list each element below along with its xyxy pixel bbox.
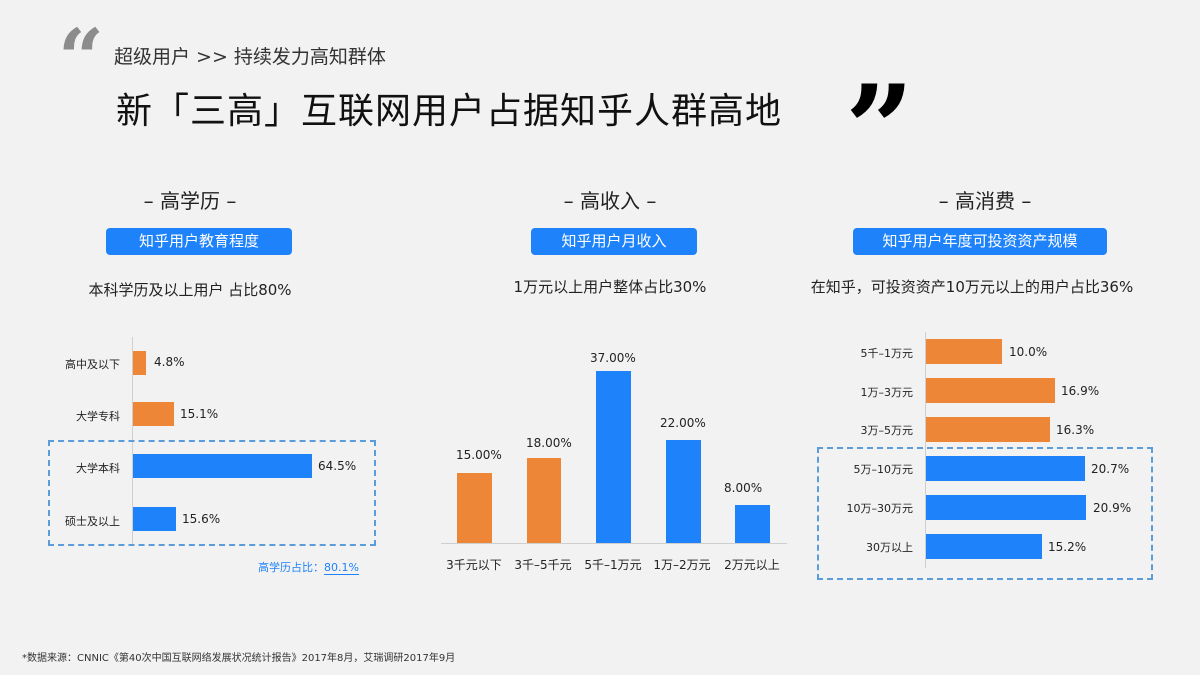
bar <box>133 402 174 426</box>
bar-label: 3万–5万元 <box>860 424 914 437</box>
highlight-box <box>48 440 376 546</box>
bar <box>666 440 701 543</box>
section-subtitle: 本科学历及以上用户 占比80% <box>88 281 292 299</box>
bar-label: 5千–1万元 <box>860 347 914 360</box>
bar-value: 15.00% <box>456 448 502 462</box>
bar-value: 18.00% <box>526 436 572 450</box>
bar <box>133 507 176 531</box>
open-quote-icon: “ <box>58 11 104 105</box>
page-title: 新「三高」互联网用户占据知乎人群高地 <box>116 91 783 132</box>
section-heading: – 高收入 – <box>563 189 657 213</box>
bar-value: 15.6% <box>182 512 221 526</box>
bar <box>735 505 770 543</box>
bar-value: 15.1% <box>180 407 219 421</box>
bar-label: 3千元以下 <box>446 558 502 572</box>
bar <box>926 339 1002 364</box>
bar-value: 4.8% <box>154 355 185 369</box>
bar <box>926 495 1086 520</box>
bar <box>133 454 312 478</box>
bar-value: 15.2% <box>1048 540 1087 554</box>
bar-label: 大学本科 <box>76 462 120 475</box>
bar <box>133 351 146 375</box>
bar-value: 64.5% <box>318 459 357 473</box>
bar-value: 22.00% <box>660 416 706 430</box>
bar-label: 5万–10万元 <box>853 463 914 476</box>
close-quote-icon: ” <box>845 59 914 200</box>
high-education-note: 高学历占比：80.1% <box>258 559 359 575</box>
note-value: 80.1% <box>324 561 359 575</box>
y-axis <box>925 332 926 568</box>
bar <box>926 378 1055 403</box>
section-pill: 知乎用户教育程度 <box>106 228 292 255</box>
bar-label: 5千–1万元 <box>584 558 642 572</box>
bar-label: 1万–2万元 <box>653 558 711 572</box>
bar-label: 1万–3万元 <box>860 386 914 399</box>
note-label: 高学历占比： <box>258 561 324 574</box>
bar-value: 16.3% <box>1056 423 1095 437</box>
section-pill: 知乎用户月收入 <box>531 228 697 255</box>
breadcrumb: 超级用户 >> 持续发力高知群体 <box>114 46 386 68</box>
bar <box>926 456 1085 481</box>
bar <box>596 371 631 543</box>
bar-value: 37.00% <box>590 351 636 365</box>
section-pill: 知乎用户年度可投资资产规模 <box>853 228 1107 255</box>
bar-value: 8.00% <box>724 481 763 495</box>
bar-label: 硕士及以上 <box>65 515 120 528</box>
section-subtitle: 1万元以上用户整体占比30% <box>513 278 707 296</box>
bar-value: 20.9% <box>1093 501 1132 515</box>
bar-label: 大学专科 <box>76 410 120 423</box>
section-subtitle: 在知乎，可投资资产10万元以上的用户占比36% <box>810 278 1134 296</box>
source-footnote: *数据来源：CNNIC《第40次中国互联网络发展状况统计报告》2017年8月，艾… <box>22 653 456 664</box>
bar <box>527 458 561 543</box>
bar-label: 10万–30万元 <box>846 502 914 515</box>
bar-label: 3千–5千元 <box>514 558 572 572</box>
bar-label: 高中及以下 <box>65 358 120 371</box>
highlight-box <box>817 447 1153 580</box>
section-heading: – 高学历 – <box>143 189 237 213</box>
bar-value: 10.0% <box>1009 345 1048 359</box>
bar <box>457 473 492 543</box>
section-heading: – 高消费 – <box>938 189 1032 213</box>
bar <box>926 534 1042 559</box>
bar-value: 16.9% <box>1061 384 1100 398</box>
bar-value: 20.7% <box>1091 462 1130 476</box>
x-axis <box>441 543 787 544</box>
bar-label: 2万元以上 <box>724 558 780 572</box>
bar <box>926 417 1050 442</box>
bar-label: 30万以上 <box>866 541 913 554</box>
